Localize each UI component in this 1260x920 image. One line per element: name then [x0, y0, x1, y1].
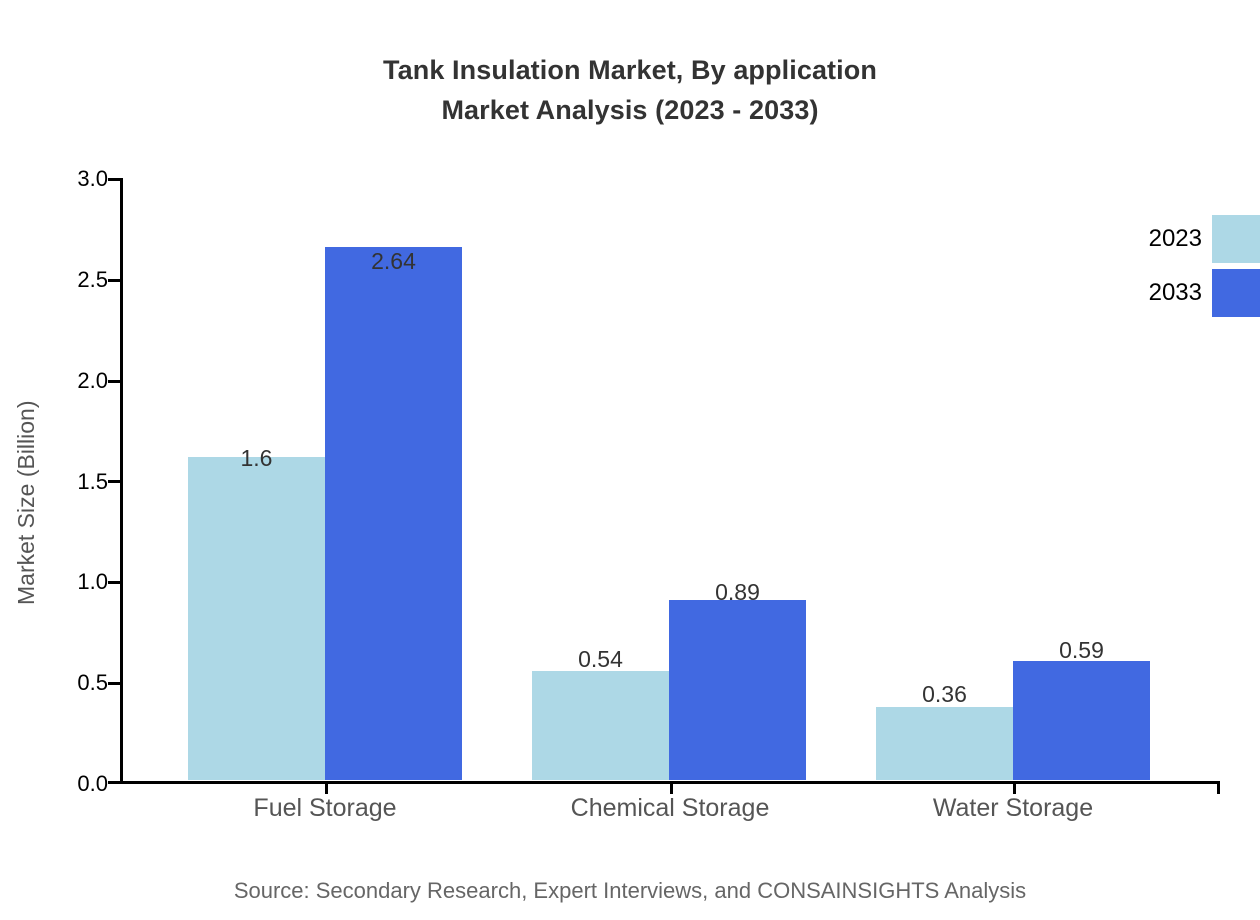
chart-title: Tank Insulation Market, By application M… — [0, 50, 1260, 130]
bar-fuel-storage-2023[interactable] — [188, 457, 325, 780]
legend-item-2033[interactable]: 2033 — [1060, 269, 1260, 323]
chart-legend: 2023 2033 — [1060, 215, 1260, 323]
x-axis-label-water-storage: Water Storage — [932, 794, 1094, 822]
y-axis-tick-2.5 — [108, 279, 120, 282]
x-axis-right-cap — [1217, 781, 1220, 794]
y-axis-tick-0.5 — [108, 682, 120, 685]
y-axis-tick-labels: 3.0 2.5 2.0 1.5 1.0 0.5 0.0 — [0, 0, 108, 920]
plot-area — [108, 178, 1220, 794]
bar-value-fuel-storage-2023: 1.6 — [240, 445, 273, 471]
y-tick-label-1.0: 1.0 — [77, 569, 108, 594]
source-note: Source: Secondary Research, Expert Inter… — [233, 878, 1027, 903]
y-axis-tick-0.0 — [108, 781, 120, 784]
bar-water-storage-2023[interactable] — [876, 707, 1013, 780]
y-tick-label-3.0: 3.0 — [77, 166, 108, 191]
chart-title-line-2: Market Analysis (2023 - 2033) — [441, 95, 819, 125]
legend-label-2023: 2023 — [1148, 225, 1202, 252]
legend-item-2023[interactable]: 2023 — [1060, 215, 1260, 269]
bar-value-fuel-storage-2033: 2.64 — [371, 248, 416, 274]
chart-title-line-1: Tank Insulation Market, By application — [383, 55, 877, 85]
y-tick-label-2.0: 2.0 — [77, 368, 108, 393]
legend-label-2033: 2033 — [1148, 279, 1202, 306]
x-axis-label-chemical-storage: Chemical Storage — [570, 794, 770, 822]
bar-chemical-storage-2023[interactable] — [532, 671, 669, 780]
y-axis-tick-1.0 — [108, 581, 120, 584]
y-axis-tick-2.0 — [108, 380, 120, 383]
x-axis-tick-fuel-storage — [325, 781, 328, 794]
x-axis-tick-chemical-storage — [670, 781, 673, 794]
y-tick-label-0.0: 0.0 — [77, 771, 108, 796]
bar-value-chemical-storage-2023: 0.54 — [578, 646, 623, 672]
x-axis-tick-water-storage — [1013, 781, 1016, 794]
y-tick-label-1.5: 1.5 — [77, 469, 108, 494]
legend-swatch-2033 — [1212, 269, 1260, 317]
bar-value-water-storage-2033: 0.59 — [1059, 637, 1104, 663]
legend-swatch-2023 — [1212, 215, 1260, 263]
y-axis-spine — [120, 178, 123, 784]
bar-chemical-storage-2033[interactable] — [669, 600, 806, 780]
y-tick-label-0.5: 0.5 — [77, 670, 108, 695]
bar-value-chemical-storage-2033: 0.89 — [715, 579, 760, 605]
y-tick-label-2.5: 2.5 — [77, 267, 108, 292]
bar-value-water-storage-2023: 0.36 — [922, 681, 967, 707]
bar-fuel-storage-2033[interactable] — [325, 247, 462, 780]
y-axis-tick-3.0 — [108, 178, 120, 181]
x-axis-label-fuel-storage: Fuel Storage — [253, 794, 397, 822]
y-axis-tick-1.5 — [108, 480, 120, 483]
bar-water-storage-2033[interactable] — [1013, 661, 1150, 780]
